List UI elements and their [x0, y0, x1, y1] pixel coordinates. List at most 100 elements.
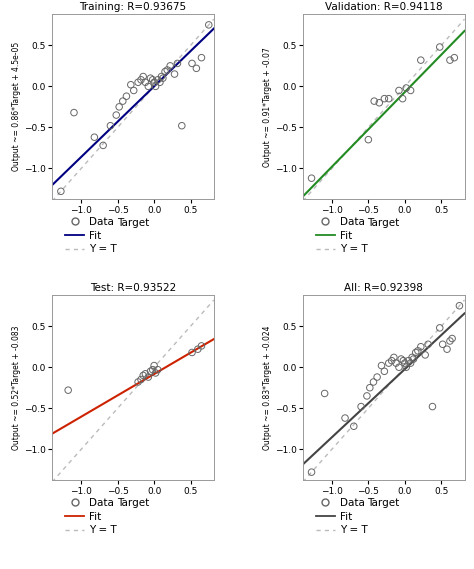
Point	[397, 354, 405, 364]
Point	[402, 84, 410, 93]
Point	[119, 97, 127, 106]
Point	[173, 59, 181, 68]
Point	[424, 340, 432, 349]
Point	[421, 351, 429, 360]
Y-axis label: Output ~= 0.86*Target + 4.5e-05: Output ~= 0.86*Target + 4.5e-05	[12, 42, 21, 171]
Point	[145, 82, 152, 91]
Point	[414, 347, 422, 356]
Point	[142, 78, 149, 87]
Title: Test: R=0.93522: Test: R=0.93522	[90, 283, 176, 293]
Point	[363, 391, 371, 401]
Point	[308, 468, 315, 477]
Point	[205, 20, 212, 30]
Point	[158, 72, 165, 81]
Legend: Data, Fit, Y = T: Data, Fit, Y = T	[65, 217, 117, 254]
Point	[149, 75, 156, 84]
Point	[178, 121, 186, 130]
Point	[142, 369, 149, 378]
Point	[154, 75, 162, 84]
Point	[57, 187, 64, 196]
Point	[428, 402, 436, 411]
Point	[436, 43, 444, 52]
Point	[446, 56, 454, 65]
Point	[443, 345, 451, 354]
Point	[127, 80, 135, 89]
Point	[123, 92, 130, 101]
Legend: Data, Fit, Y = T: Data, Fit, Y = T	[316, 217, 368, 254]
Point	[341, 414, 349, 423]
X-axis label: Target: Target	[117, 498, 149, 508]
Point	[456, 301, 463, 310]
Point	[357, 402, 365, 411]
Point	[402, 362, 410, 372]
Point	[154, 365, 162, 374]
Point	[70, 108, 78, 117]
Point	[171, 69, 178, 79]
Title: Training: R=0.93675: Training: R=0.93675	[80, 2, 187, 12]
Point	[350, 422, 357, 431]
Point	[137, 75, 145, 84]
Point	[137, 375, 145, 384]
Point	[198, 341, 205, 351]
X-axis label: Target: Target	[117, 217, 149, 228]
Point	[192, 64, 200, 73]
Y-axis label: Output ~= 0.83*Target + -0.024: Output ~= 0.83*Target + -0.024	[263, 325, 272, 450]
Point	[91, 133, 98, 142]
Point	[64, 386, 72, 395]
Title: Validation: R=0.94118: Validation: R=0.94118	[325, 2, 442, 12]
Point	[139, 371, 147, 380]
Point	[448, 334, 456, 343]
Point	[145, 373, 152, 382]
Point	[134, 377, 142, 386]
Point	[161, 67, 169, 76]
Point	[100, 141, 107, 150]
Point	[378, 361, 385, 370]
Point	[198, 53, 205, 62]
Legend: Data, Fit, Y = T: Data, Fit, Y = T	[65, 498, 117, 535]
Point	[388, 356, 395, 365]
Point	[321, 389, 328, 398]
Point	[308, 174, 315, 183]
Point	[385, 94, 392, 103]
Point	[164, 65, 171, 75]
Point	[149, 365, 156, 374]
Point	[107, 121, 114, 130]
Point	[408, 353, 416, 362]
Point	[450, 53, 458, 62]
Title: All: R=0.92398: All: R=0.92398	[344, 283, 423, 293]
Point	[370, 377, 377, 386]
Y-axis label: Output ~= 0.52*Target + -0.083: Output ~= 0.52*Target + -0.083	[12, 325, 21, 450]
Point	[400, 356, 407, 365]
Point	[446, 336, 454, 345]
Point	[381, 94, 388, 103]
Point	[392, 358, 400, 368]
Point	[439, 340, 447, 349]
Point	[374, 373, 381, 382]
Point	[146, 73, 154, 83]
Point	[150, 361, 158, 370]
Point	[365, 135, 372, 144]
Point	[395, 362, 403, 372]
Point	[407, 86, 414, 95]
Point	[401, 358, 409, 368]
Point	[188, 348, 196, 357]
Point	[381, 367, 388, 376]
Point	[407, 358, 414, 368]
Point	[115, 102, 123, 112]
Point	[139, 72, 147, 81]
Point	[375, 98, 383, 108]
Point	[134, 78, 142, 87]
X-axis label: Target: Target	[367, 498, 400, 508]
Point	[405, 356, 412, 365]
Point	[150, 78, 158, 87]
Legend: Data, Fit, Y = T: Data, Fit, Y = T	[316, 498, 368, 535]
Point	[152, 368, 159, 377]
Y-axis label: Output ~= 0.91*Target + -0.07: Output ~= 0.91*Target + -0.07	[263, 47, 272, 167]
Point	[152, 82, 159, 91]
Point	[417, 342, 425, 351]
Point	[436, 323, 444, 332]
Point	[410, 354, 417, 364]
Point	[370, 97, 378, 106]
Point	[130, 86, 137, 95]
Point	[146, 367, 154, 376]
